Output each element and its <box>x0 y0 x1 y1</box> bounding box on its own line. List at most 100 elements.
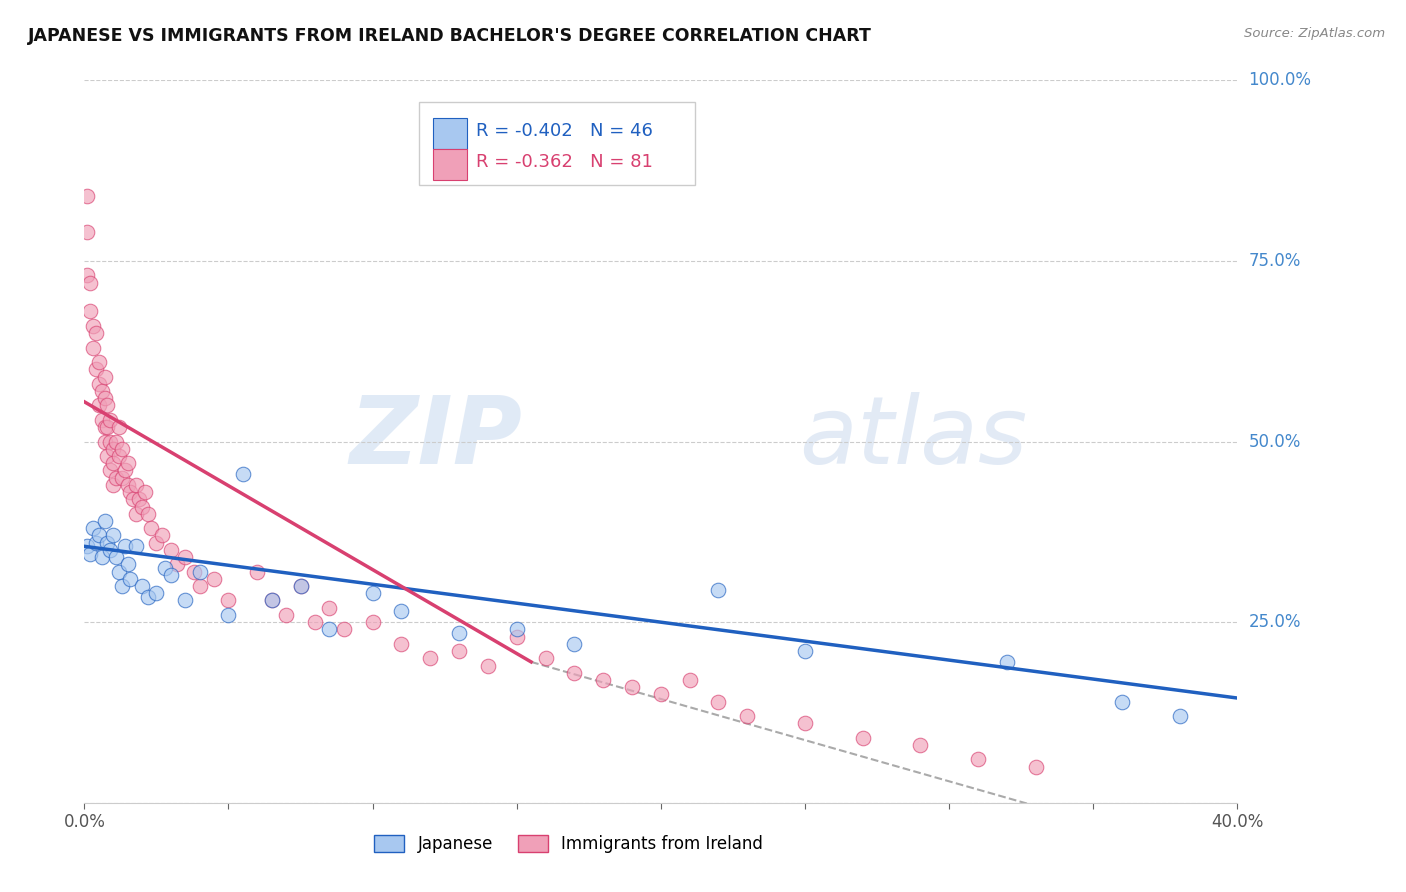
Point <box>506 630 529 644</box>
Point <box>90 384 112 398</box>
Point <box>79 547 101 561</box>
Point <box>93 391 115 405</box>
Point <box>232 467 254 481</box>
Point <box>76 539 98 553</box>
Point <box>98 434 121 449</box>
Point <box>108 449 131 463</box>
FancyBboxPatch shape <box>433 119 467 149</box>
Point <box>290 579 312 593</box>
Point <box>145 586 167 600</box>
Point <box>260 593 283 607</box>
Point <box>84 326 107 340</box>
Point <box>136 590 159 604</box>
Point <box>183 565 205 579</box>
Point <box>96 449 118 463</box>
Point <box>477 658 499 673</box>
Legend: Japanese, Immigrants from Ireland: Japanese, Immigrants from Ireland <box>367 828 769 860</box>
Point <box>318 600 340 615</box>
Point <box>103 478 124 492</box>
Point <box>96 535 118 549</box>
Point <box>125 539 148 553</box>
Point <box>79 276 101 290</box>
Point <box>174 550 197 565</box>
Point <box>304 615 326 630</box>
Point <box>361 586 384 600</box>
Point <box>318 623 340 637</box>
FancyBboxPatch shape <box>433 149 467 180</box>
Point <box>910 738 932 752</box>
Point <box>260 593 283 607</box>
Point <box>93 369 115 384</box>
Point <box>1168 709 1191 723</box>
Point <box>105 550 128 565</box>
Point <box>108 565 131 579</box>
Point <box>96 420 118 434</box>
Point <box>621 680 644 694</box>
Point <box>111 579 134 593</box>
Point <box>98 463 121 477</box>
Point <box>276 607 298 622</box>
Point <box>90 413 112 427</box>
Point <box>87 355 110 369</box>
Point <box>592 673 614 687</box>
Point <box>174 593 197 607</box>
Point <box>114 463 136 477</box>
Point <box>96 398 118 412</box>
Point <box>103 456 124 470</box>
Point <box>87 398 110 412</box>
Text: atlas: atlas <box>799 392 1028 483</box>
Point <box>218 593 240 607</box>
Point <box>117 478 139 492</box>
Point <box>76 225 98 239</box>
Point <box>98 413 121 427</box>
Point <box>120 572 142 586</box>
Point <box>737 709 759 723</box>
Point <box>93 514 115 528</box>
Point <box>564 665 586 680</box>
Point <box>117 456 139 470</box>
Point <box>105 470 128 484</box>
Point <box>145 535 167 549</box>
Point <box>1111 695 1133 709</box>
Text: R = -0.362   N = 81: R = -0.362 N = 81 <box>477 153 654 171</box>
Point <box>136 507 159 521</box>
Point <box>125 478 148 492</box>
Point <box>111 442 134 456</box>
Point <box>98 542 121 557</box>
Point <box>449 626 471 640</box>
Point <box>105 434 128 449</box>
Point <box>794 644 817 658</box>
Point <box>707 695 730 709</box>
Point <box>103 528 124 542</box>
Point <box>125 507 148 521</box>
Point <box>1025 760 1047 774</box>
Point <box>160 542 183 557</box>
Point <box>84 362 107 376</box>
Point <box>707 582 730 597</box>
Point <box>188 579 211 593</box>
Point <box>290 579 312 593</box>
Text: JAPANESE VS IMMIGRANTS FROM IRELAND BACHELOR'S DEGREE CORRELATION CHART: JAPANESE VS IMMIGRANTS FROM IRELAND BACH… <box>28 27 872 45</box>
Point <box>166 558 188 572</box>
Point <box>122 492 145 507</box>
Point <box>114 539 136 553</box>
Text: R = -0.402   N = 46: R = -0.402 N = 46 <box>477 122 654 140</box>
Point <box>87 528 110 542</box>
Point <box>76 268 98 283</box>
Point <box>506 623 529 637</box>
Point <box>534 651 557 665</box>
Text: Source: ZipAtlas.com: Source: ZipAtlas.com <box>1244 27 1385 40</box>
Point <box>202 572 225 586</box>
Point <box>218 607 240 622</box>
Point <box>419 651 441 665</box>
Point <box>449 644 471 658</box>
Point <box>679 673 702 687</box>
Point <box>564 637 586 651</box>
Point <box>103 442 124 456</box>
Point <box>93 434 115 449</box>
FancyBboxPatch shape <box>419 102 696 185</box>
Point <box>82 341 104 355</box>
Point <box>333 623 356 637</box>
Point <box>82 521 104 535</box>
Point <box>852 731 875 745</box>
